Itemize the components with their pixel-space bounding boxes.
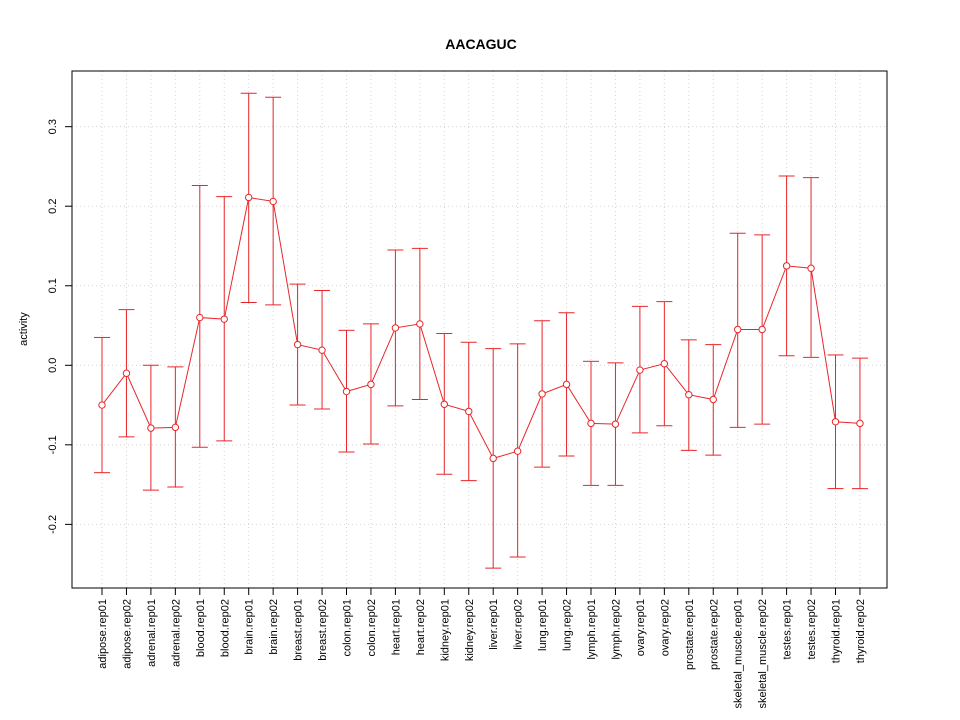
data-point (734, 325, 742, 334)
x-tick-label: heart.rep02 (415, 599, 427, 655)
x-tick-label: adipose.rep02 (121, 599, 133, 669)
x-tick-label: lymph.rep02 (610, 599, 622, 660)
x-tick-label: skeletal_muscle.rep01 (733, 599, 745, 708)
data-point (171, 423, 180, 432)
x-tick-label: blood.rep02 (219, 599, 231, 657)
x-tick-label: brain.rep02 (268, 599, 280, 655)
x-tick-label: testes.rep02 (806, 599, 818, 660)
x-tick-label: liver.rep01 (488, 599, 500, 650)
data-point (367, 380, 375, 389)
data-point (513, 447, 522, 455)
data-point (245, 193, 253, 202)
series-line (101, 196, 860, 459)
data-point (562, 380, 571, 389)
data-point (538, 390, 546, 398)
y-tick-label: 0.1 (47, 278, 59, 293)
x-tick-label: breast.rep02 (317, 599, 329, 661)
x-tick-label: prostate.rep02 (708, 599, 720, 670)
data-point (587, 419, 595, 428)
x-tick-label: ovary.rep01 (635, 599, 647, 656)
data-point (465, 407, 473, 416)
data-point (660, 360, 669, 368)
data-point (807, 264, 815, 272)
data-point (220, 315, 228, 323)
data-point (122, 369, 131, 377)
x-tick-label: liver.rep02 (513, 599, 525, 650)
x-tick-label: adipose.rep01 (97, 599, 109, 669)
x-tick-label: adrenal.rep02 (170, 599, 182, 667)
data-point (269, 197, 277, 206)
data-point (856, 419, 864, 428)
data-point (196, 313, 204, 322)
y-tick-label: 0.2 (47, 199, 59, 214)
x-tick-label: thyroid.rep02 (855, 599, 867, 663)
data-point (147, 424, 155, 432)
y-tick-label: 0.0 (47, 358, 59, 373)
data-point (440, 400, 448, 408)
x-tick-label: breast.rep01 (293, 599, 305, 661)
x-tick-label: kidney.rep02 (464, 599, 476, 661)
x-tick-label: adrenal.rep01 (146, 599, 158, 667)
x-tick-label: thyroid.rep01 (831, 599, 843, 663)
data-point (391, 324, 400, 332)
data-point (293, 340, 302, 349)
x-tick-label: colon.rep02 (366, 599, 378, 657)
data-point (611, 420, 620, 428)
y-axis: -0.2 -0.1 0.0 0.1 0.2 0.3 (47, 119, 73, 534)
data-point (636, 366, 644, 374)
x-tick-label: testes.rep01 (782, 599, 794, 660)
y-tick-label: 0.3 (47, 119, 59, 134)
x-tick-label: prostate.rep01 (684, 599, 696, 670)
y-axis-label: activity (18, 312, 30, 346)
data-point (685, 391, 693, 399)
chart-title: AACAGUC (445, 36, 517, 52)
data-point (782, 262, 791, 270)
x-tick-label: lymph.rep01 (586, 599, 598, 660)
data-point (318, 346, 326, 354)
error-bars (94, 92, 868, 569)
x-tick-label: ovary.rep02 (659, 599, 671, 656)
data-point (416, 320, 424, 328)
data-point (709, 395, 717, 404)
data-point (98, 401, 106, 409)
x-axis: adipose.rep01 adipose.rep02 adrenal.rep01 a… (97, 587, 867, 708)
data-point (758, 325, 766, 334)
x-tick-label: lung.rep02 (562, 599, 574, 651)
x-tick-label: kidney.rep01 (439, 599, 451, 661)
x-tick-label: brain.rep01 (244, 599, 256, 655)
x-tick-label: skeletal_muscle.rep02 (757, 599, 769, 708)
data-point (831, 418, 840, 426)
data-points (98, 193, 864, 463)
data-point (342, 387, 351, 396)
x-tick-label: colon.rep01 (342, 599, 354, 657)
x-tick-label: lung.rep01 (537, 599, 549, 651)
x-tick-label: blood.rep01 (195, 599, 207, 657)
y-tick-label: -0.1 (47, 435, 59, 454)
y-tick-label: -0.2 (47, 515, 59, 534)
x-tick-label: heart.rep01 (390, 599, 402, 655)
data-point (489, 454, 497, 463)
